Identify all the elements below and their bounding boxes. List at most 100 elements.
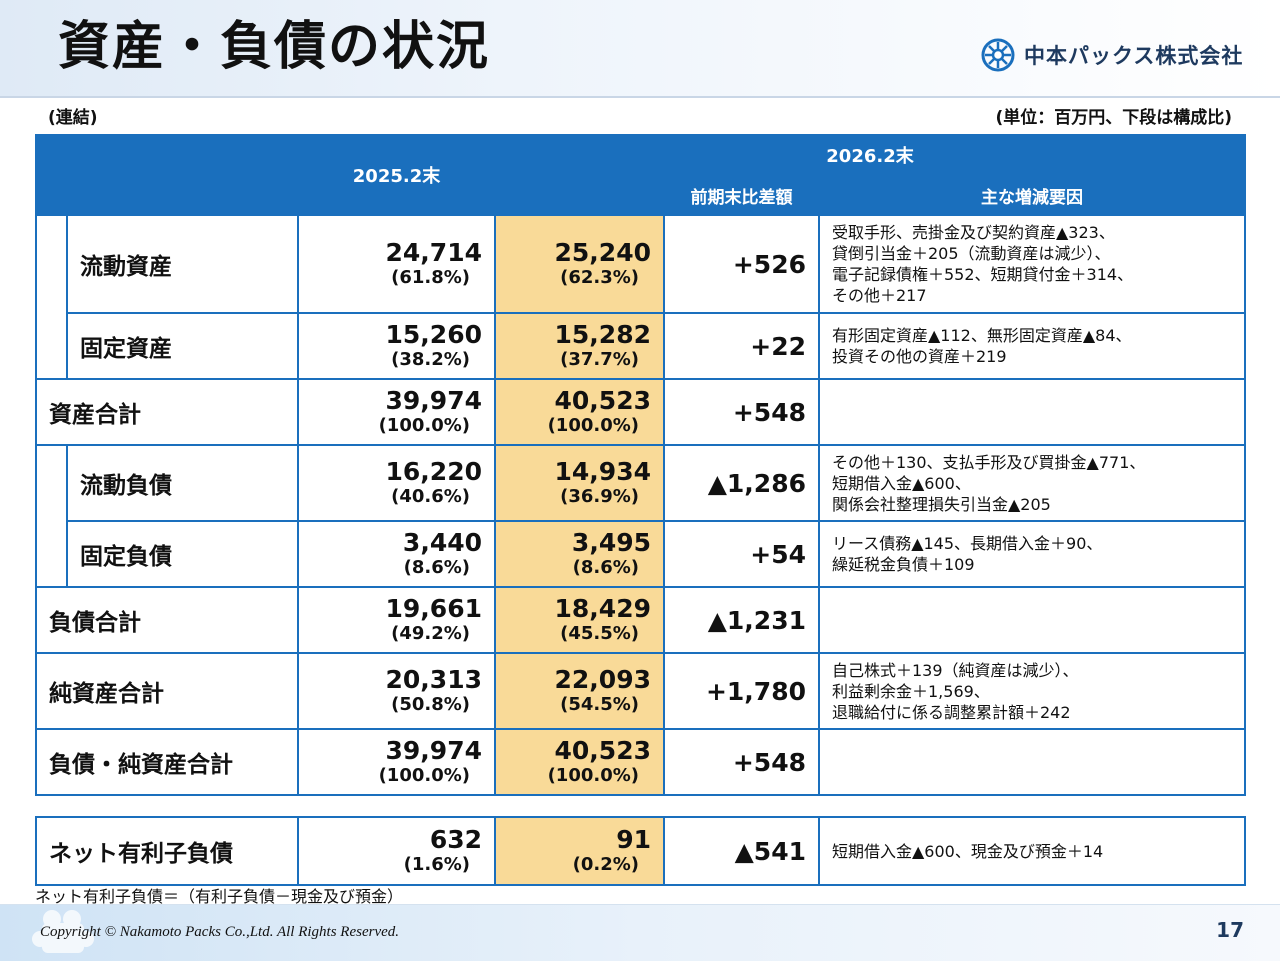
row-notes: [817, 728, 1247, 796]
value-2025: 24,714 (61.8%): [297, 214, 496, 314]
value-2026-amount: 14,934: [554, 457, 651, 486]
page-title: 資産・負債の状況: [58, 17, 491, 77]
row-label: 流動資産: [66, 214, 299, 314]
row-notes: 受取手形、売掛金及び契約資産▲323、 貸倒引当金＋205（流動資産は減少）、 電子…: [817, 214, 1247, 314]
footer-band: [0, 904, 1280, 961]
value-2026: 14,934 (36.9%): [494, 444, 665, 522]
row-notes: [817, 378, 1247, 446]
value-2025: 39,974 (100.0%): [297, 378, 496, 446]
value-2026-amount: 18,429: [554, 594, 651, 623]
value-diff: ▲1,231: [663, 586, 820, 654]
value-diff: +548: [663, 728, 820, 796]
value-2026-amount: 25,240: [554, 238, 651, 267]
value-2025: 19,661 (49.2%): [297, 586, 496, 654]
value-diff: +1,780: [663, 652, 820, 730]
row-label: 固定負債: [66, 520, 299, 588]
row-label: ネット有利子負債: [35, 816, 299, 886]
row-label: 資産合計: [35, 378, 299, 446]
value-2026-ratio: (36.9%): [560, 486, 639, 507]
value-2025: 16,220 (40.6%): [297, 444, 496, 522]
value-diff: +54: [663, 520, 820, 588]
value-2026-ratio: (0.2%): [572, 854, 639, 875]
note-line: 退職給付に係る調整累計額＋242: [832, 702, 1071, 722]
column-header-diff: 前期末比差額: [663, 174, 820, 216]
company-logo: 中本パックス株式会社: [980, 36, 1243, 74]
row-label: 流動負債: [66, 444, 299, 522]
value-2025-ratio: (1.6%): [403, 854, 470, 875]
table-row: 純資産合計 20,313 (50.8%) 22,093 (54.5%) +1,780 自己株…: [35, 652, 1247, 730]
table-row: 資産合計 39,974 (100.0%) 40,523 (100.0%) +548: [35, 378, 1247, 446]
header-empty-cell: [35, 134, 299, 216]
company-name: 中本パックス株式会社: [1024, 44, 1244, 68]
value-2025-amount: 24,714: [385, 238, 482, 267]
indent-cell: [35, 521, 68, 588]
value-2026: 15,282 (37.7%): [494, 312, 665, 380]
value-2026-amount: 40,523: [554, 386, 651, 415]
value-2026-ratio: (45.5%): [560, 623, 639, 644]
table-row-net-debt: ネット有利子負債 632 (1.6%) 91 (0.2%) ▲541 短期借入金…: [35, 816, 1246, 886]
balance-sheet-table: 2025.2末 2026.2末 前期末比差額 主な増減要因 流動資産 24,714…: [35, 134, 1247, 796]
value-diff: ▲1,286: [663, 444, 820, 522]
table-row: 流動資産 24,714 (61.8%) 25,240 (62.3%) +526 受取手形、売…: [35, 214, 1247, 314]
note-line: 利益剰余金＋1,569、: [832, 681, 990, 701]
value-2026: 91 (0.2%): [494, 816, 665, 886]
value-2025: 3,440 (8.6%): [297, 520, 496, 588]
value-2026-ratio: (8.6%): [572, 557, 639, 578]
value-2026-amount: 40,523: [554, 736, 651, 765]
value-diff: +22: [663, 312, 820, 380]
row-notes: [817, 586, 1247, 654]
value-2025-ratio: (61.8%): [391, 267, 470, 288]
value-2025-amount: 632: [429, 825, 482, 854]
indent-cell: [35, 214, 68, 313]
value-2026: 22,093 (54.5%): [494, 652, 665, 730]
row-label: 負債・純資産合計: [35, 728, 299, 796]
header-band: [0, 0, 1280, 98]
table-row: 固定負債 3,440 (8.6%) 3,495 (8.6%) +54 リース債務▲145、長…: [35, 520, 1247, 588]
row-label: 負債合計: [35, 586, 299, 654]
row-notes: その他＋130、支払手形及び買掛金▲771、 短期借入金▲600、 関係会社整理損失…: [817, 444, 1247, 522]
unit-label: (単位：百万円、下段は構成比): [995, 108, 1232, 128]
puzzle-decoration-icon: [32, 910, 94, 953]
indent-cell: [35, 313, 68, 380]
row-notes: 短期借入金▲600、現金及び預金＋14: [818, 816, 1246, 886]
note-line: 自己株式＋139（純資産は減少）、: [832, 660, 1079, 680]
note-line: 短期借入金▲600、: [832, 473, 971, 493]
value-2025-ratio: (49.2%): [391, 623, 470, 644]
note-line: その他＋130、支払手形及び買掛金▲771、: [832, 452, 1146, 472]
note-line: その他＋217: [832, 286, 927, 305]
value-2025-ratio: (100.0%): [378, 415, 470, 436]
value-2026: 40,523 (100.0%): [494, 378, 665, 446]
footnote: ネット有利子負債＝（有利子負債－現金及び預金）: [35, 887, 404, 906]
value-2026-ratio: (100.0%): [547, 415, 639, 436]
column-header-notes: 主な増減要因: [817, 174, 1247, 216]
value-2026-ratio: (62.3%): [560, 267, 639, 288]
balance-sheet-body: 流動資産 24,714 (61.8%) 25,240 (62.3%) +526 受取手形、売…: [35, 214, 1247, 796]
column-header-2026-value: [494, 174, 665, 216]
company-logo-icon: [981, 38, 1015, 72]
value-2025-amount: 20,313: [385, 665, 482, 694]
scope-label: (連結): [48, 108, 98, 128]
value-2025-amount: 19,661: [385, 594, 482, 623]
value-2026: 3,495 (8.6%): [494, 520, 665, 588]
table-row: 負債・純資産合計 39,974 (100.0%) 40,523 (100.0%) +548: [35, 728, 1247, 796]
column-header-2026: 2026.2末: [493, 134, 1247, 176]
value-2025-ratio: (50.8%): [391, 694, 470, 715]
value-2025-amount: 3,440: [402, 528, 482, 557]
value-2025: 20,313 (50.8%): [297, 652, 496, 730]
value-2026-ratio: (37.7%): [560, 349, 639, 370]
row-notes: 有形固定資産▲112、無形固定資産▲84、 投資その他の資産＋219: [817, 312, 1247, 380]
value-2026-amount: 15,282: [554, 320, 651, 349]
net-debt-table: ネット有利子負債 632 (1.6%) 91 (0.2%) ▲541 短期借入金…: [35, 816, 1246, 886]
table-row: 固定資産 15,260 (38.2%) 15,282 (37.7%) +22 有形固定資産▲…: [35, 312, 1247, 380]
value-2026: 18,429 (45.5%): [494, 586, 665, 654]
value-2025-ratio: (8.6%): [403, 557, 470, 578]
value-2025-amount: 39,974: [385, 386, 482, 415]
value-2025: 39,974 (100.0%): [297, 728, 496, 796]
note-line: 投資その他の資産＋219: [832, 347, 1007, 366]
value-2025-amount: 15,260: [385, 320, 482, 349]
value-2025-amount: 16,220: [385, 457, 482, 486]
table-row: 負債合計 19,661 (49.2%) 18,429 (45.5%) ▲1,231: [35, 586, 1247, 654]
value-2025: 632 (1.6%): [297, 816, 496, 886]
row-notes: リース債務▲145、長期借入金＋90、 繰延税金負債＋109: [817, 520, 1247, 588]
page-number: 17: [1216, 918, 1244, 942]
